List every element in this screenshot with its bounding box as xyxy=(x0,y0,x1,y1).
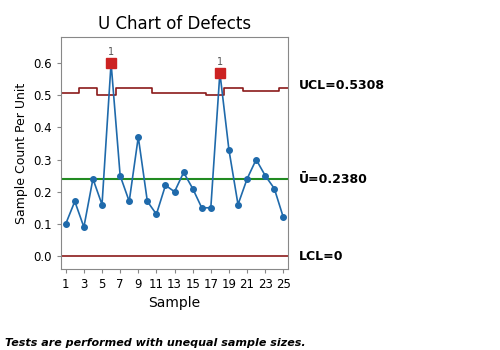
Text: 1: 1 xyxy=(108,47,114,57)
Text: Tests are performed with unequal sample sizes.: Tests are performed with unequal sample … xyxy=(5,338,306,348)
X-axis label: Sample: Sample xyxy=(148,296,201,310)
Y-axis label: Sample Count Per Unit: Sample Count Per Unit xyxy=(15,83,28,224)
Text: 1: 1 xyxy=(217,57,223,67)
Title: U Chart of Defects: U Chart of Defects xyxy=(98,15,251,33)
Text: LCL=0: LCL=0 xyxy=(299,250,344,262)
Text: UCL=0.5308: UCL=0.5308 xyxy=(299,79,385,92)
Text: Ū=0.2380: Ū=0.2380 xyxy=(299,173,368,186)
